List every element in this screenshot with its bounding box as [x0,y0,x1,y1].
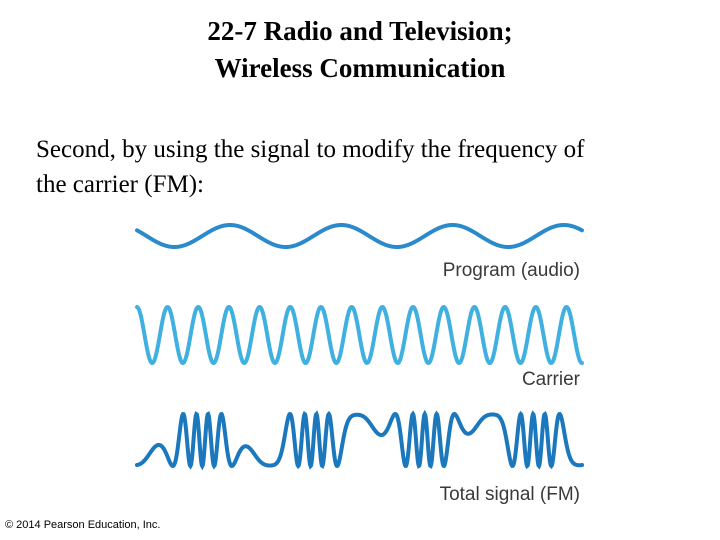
title-line: 22-7 Radio and Television; [207,16,512,46]
body-line: Second, by using the signal to modify th… [36,136,585,163]
wave-label: Program (audio) [443,260,580,281]
carrier-wave [135,304,584,366]
fm-wave [135,409,584,471]
wave-label: Carrier [522,369,581,390]
program-wave [135,223,584,249]
wave-label: Total signal (FM) [440,484,580,505]
body-line: the carrier (FM): [36,171,204,198]
copyright: © 2014 Pearson Education, Inc. [5,519,160,531]
title-line: Wireless Communication [215,53,506,83]
